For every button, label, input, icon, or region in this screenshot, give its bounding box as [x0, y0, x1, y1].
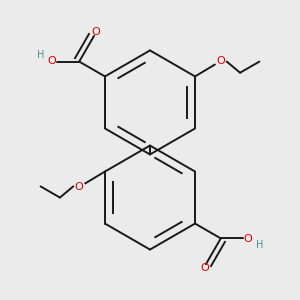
Text: O: O [216, 56, 225, 66]
Text: H: H [37, 50, 44, 60]
Text: O: O [75, 182, 84, 192]
Text: O: O [47, 56, 56, 66]
Text: H: H [256, 240, 263, 250]
Text: O: O [200, 263, 209, 273]
Text: O: O [91, 27, 100, 37]
Text: O: O [244, 234, 253, 244]
